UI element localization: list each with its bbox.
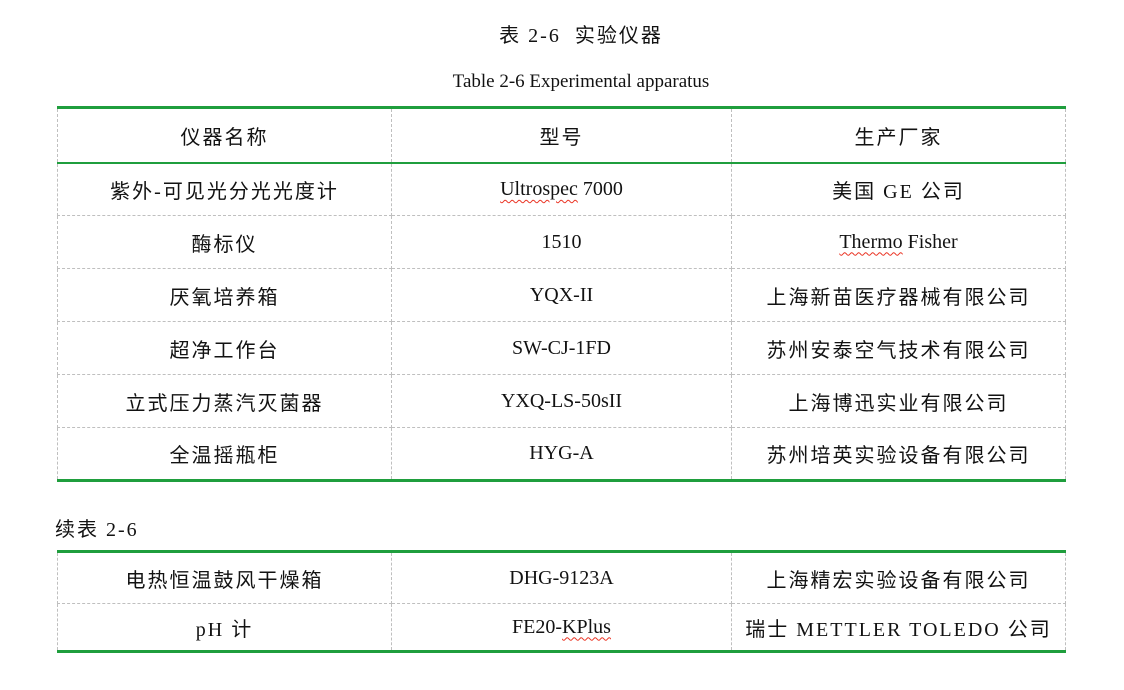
cell-text: 厌氧培养箱 [169,286,280,309]
model-cell: FE20-KPlus [391,603,732,652]
cell-text: 苏州培英实验设备有限公司 [766,445,1031,467]
cell-text: YQX-II [529,283,594,306]
manufacturer-cell: 瑞士 METTLER TOLEDO 公司 [731,603,1066,652]
instrument-name-cell: 超净工作台 [57,321,392,375]
cell-text: Fisher [902,230,958,253]
manufacturer-cell: Thermo Fisher [731,215,1066,269]
cell-text: 7000 [577,177,623,200]
cell-text: 1510 [541,230,582,253]
cell-text: 美国 GE 公司 [832,180,965,203]
cell-text: 酶标仪 [191,233,258,256]
table-title-english: Table 2-6 Experimental apparatus [452,71,710,92]
continuation-table-label: 续表 2-6 [55,519,139,541]
spellcheck-flagged-text: Ultrospec [500,177,578,200]
cell-text: 瑞士 METTLER TOLEDO 公司 [745,618,1052,641]
header-manufacturer: 生产厂家 [731,107,1066,164]
table-row: 超净工作台 SW-CJ-1FD 苏州安泰空气技术有限公司 [57,321,1066,375]
instrument-name-cell: 电热恒温鼓风干燥箱 [57,551,392,604]
model-cell: HYG-A [391,427,732,481]
spellcheck-flagged-text: Thermo [839,230,903,253]
header-instrument-name: 仪器名称 [57,107,392,164]
model-cell: DHG-9123A [391,551,732,604]
instrument-name-cell: pH 计 [57,603,392,652]
table-row: 电热恒温鼓风干燥箱 DHG-9123A 上海精宏实验设备有限公司 [57,551,1066,604]
model-cell: SW-CJ-1FD [391,321,732,375]
instrument-name-cell: 厌氧培养箱 [57,268,392,322]
cell-text: 立式压力蒸汽灭菌器 [125,392,324,415]
cell-text: 上海博迅实业有限公司 [788,392,1009,415]
table-row: 厌氧培养箱 YQX-II 上海新苗医疗器械有限公司 [57,268,1066,322]
manufacturer-cell: 苏州安泰空气技术有限公司 [731,321,1066,375]
cell-text: pH 计 [195,618,254,641]
cell-text: 上海精宏实验设备有限公司 [766,569,1031,592]
cell-text: 上海新苗医疗器械有限公司 [766,286,1031,309]
cell-text: DHG-9123A [509,566,614,589]
cell-text: HYG-A [529,442,594,464]
cell-text: 苏州安泰空气技术有限公司 [766,339,1031,362]
instrument-name-cell: 立式压力蒸汽灭菌器 [57,374,392,428]
instrument-name-cell: 全温摇瓶柜 [57,427,392,481]
spellcheck-flagged-text: KPlus [562,615,611,638]
manufacturer-cell: 美国 GE 公司 [731,162,1066,216]
table-row: 紫外-可见光分光光度计 Ultrospec 7000 美国 GE 公司 [57,162,1066,216]
manufacturer-cell: 上海博迅实业有限公司 [731,374,1066,428]
cell-text: 超净工作台 [169,339,280,362]
cell-text: YXQ-LS-50sII [500,389,623,412]
instrument-name-cell: 紫外-可见光分光光度计 [57,162,392,216]
table-row: 酶标仪 1510 Thermo Fisher [57,215,1066,269]
instrument-name-cell: 酶标仪 [57,215,392,269]
cell-text: 电热恒温鼓风干燥箱 [125,569,324,592]
model-cell: Ultrospec 7000 [391,162,732,216]
model-cell: YQX-II [391,268,732,322]
manufacturer-cell: 苏州培英实验设备有限公司 [731,427,1066,481]
manufacturer-cell: 上海新苗医疗器械有限公司 [731,268,1066,322]
table-title-chinese: 表 2-6 实验仪器 [499,25,663,47]
table-row: 立式压力蒸汽灭菌器 YXQ-LS-50sII 上海博迅实业有限公司 [57,374,1066,428]
apparatus-table: 仪器名称 型号 生产厂家 紫外-可见光分光光度计 Ultrospec 7000 美国… [57,106,1066,482]
model-cell: 1510 [391,215,732,269]
cell-text: 紫外-可见光分光光度计 [110,180,339,203]
cell-text: FE20- [512,615,563,638]
table-caption-block: 表 2-6 实验仪器 Table 2-6 Experimental appara… [0,0,1124,93]
apparatus-continuation-table: 电热恒温鼓风干燥箱 DHG-9123A 上海精宏实验设备有限公司 pH 计 FE20-K… [57,550,1066,653]
cell-text: 全温摇瓶柜 [169,445,280,467]
table-row: 全温摇瓶柜 HYG-A 苏州培英实验设备有限公司 [57,427,1066,481]
model-cell: YXQ-LS-50sII [391,374,732,428]
cell-text: SW-CJ-1FD [512,336,611,359]
table-header-row: 仪器名称 型号 生产厂家 [57,107,1066,164]
header-model: 型号 [391,107,732,164]
manufacturer-cell: 上海精宏实验设备有限公司 [731,551,1066,604]
table-row: pH 计 FE20-KPlus 瑞士 METTLER TOLEDO 公司 [57,603,1066,652]
